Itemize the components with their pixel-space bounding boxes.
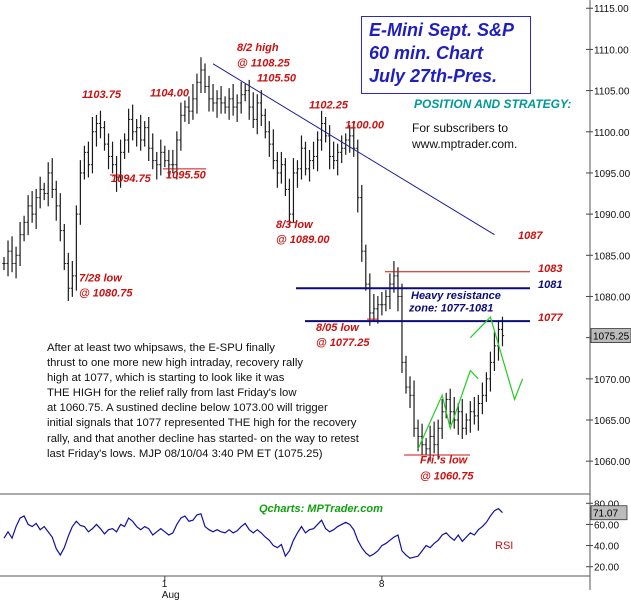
rsi-last-label: 71.07 <box>593 509 618 520</box>
annotation-label: @ 1080.75 <box>79 287 133 299</box>
chart-title-line-1: E-Mini Sept. S&P <box>369 20 515 40</box>
annotation-label: 1094.75 <box>111 173 152 185</box>
source-label: Qcharts: MPTrader.com <box>259 503 383 515</box>
annotation-label: @ 1108.25 <box>237 58 291 70</box>
commentary-line: thrust to one more new high intraday, re… <box>47 357 303 370</box>
annotation-label: 8/05 low <box>316 322 360 334</box>
commentary-line: high at 1077, which is starting to look … <box>47 372 285 385</box>
x-tick-label: 1 <box>162 579 168 590</box>
wave-path <box>417 369 479 450</box>
commentary-line: THE HIGH for the relief rally from last … <box>47 387 297 400</box>
annotation-label: 1087 <box>518 230 543 242</box>
projection-path <box>469 315 524 402</box>
subscriber-line-2: www.mptrader.com. <box>412 137 518 151</box>
y-tick-label: 1105.00 <box>594 87 630 98</box>
rsi-y-tick-label: 80.00 <box>594 499 619 510</box>
y-tick-label: 1090.00 <box>594 210 631 221</box>
rsi-y-tick-label: 40.00 <box>594 542 619 553</box>
rsi-line <box>3 507 503 559</box>
annotation-label: 1102.25 <box>309 100 349 112</box>
annotation-label: 7/28 low <box>79 273 123 285</box>
last-price-label: 1075.25 <box>593 332 630 343</box>
x-tick-sublabel: Aug <box>162 590 180 601</box>
annotation-label: 8/2 high <box>237 42 279 54</box>
annotation-label: 8/3 low <box>276 219 314 231</box>
annotation-label: @ 1077.25 <box>316 337 370 349</box>
annotation-label: Fri.'s low <box>420 455 469 467</box>
y-tick-label: 1070.00 <box>594 375 631 386</box>
annotation-label: 1100.00 <box>345 119 385 131</box>
y-tick-label: 1085.00 <box>594 251 631 262</box>
annotation-label: @ 1089.00 <box>276 234 330 246</box>
rsi-label: RSI <box>495 540 514 552</box>
annotation-label: 1077 <box>538 312 563 324</box>
chart-title-line-3: July 27th-Pres. <box>369 66 498 86</box>
commentary-line: initial signals that 1077 represented TH… <box>47 417 357 430</box>
annotation-label: Heavy resistance <box>411 290 501 302</box>
y-tick-label: 1110.00 <box>594 45 629 56</box>
y-tick-label: 1065.00 <box>594 416 631 427</box>
commentary-line: at 1060.75. A sustined decline below 107… <box>47 402 328 415</box>
y-tick-label: 1095.00 <box>594 169 631 180</box>
annotation-label: 1105.50 <box>257 73 297 85</box>
annotation-label: 1103.75 <box>82 89 122 101</box>
commentary-line: last Friday's lows. MJP 08/10/04 3:40 PM… <box>47 447 323 460</box>
rsi-last-box <box>590 505 628 521</box>
subscriber-box: For subscribers to www.mptrader.com. <box>406 116 578 176</box>
commentary-line: After at least two whipsaws, the E-SPU f… <box>47 342 275 354</box>
y-tick-label: 1100.00 <box>594 128 630 139</box>
y-tick-label: 1060.00 <box>594 457 631 468</box>
y-tick-label: 1115.00 <box>594 4 629 15</box>
annotation-label: 1083 <box>538 263 562 275</box>
annotation-label: 1081 <box>538 279 562 291</box>
trendline <box>212 63 495 236</box>
rsi-y-tick-label: 20.00 <box>594 563 619 574</box>
subscriber-line-1: For subscribers to <box>412 121 509 135</box>
commentary-text: After at least two whipsaws, the E-SPU f… <box>47 341 407 462</box>
strategy-heading: POSITION AND STRATEGY: <box>414 97 572 111</box>
commentary-line: rally, and that another decline has star… <box>47 432 359 445</box>
chart-title-line-2: 60 min. Chart <box>369 43 484 63</box>
rsi-y-tick-label: 60.00 <box>594 520 619 531</box>
y-tick-label: 1080.00 <box>594 292 631 303</box>
x-tick-label: 8 <box>379 579 385 590</box>
last-price-box <box>590 328 631 343</box>
chart-title-box: E-Mini Sept. S&P 60 min. Chart July 27th… <box>361 16 531 94</box>
annotation-label: @ 1060.75 <box>420 470 474 482</box>
annotation-label: zone: 1077-1081 <box>408 302 493 314</box>
annotation-label: 1095.50 <box>166 170 207 182</box>
annotation-label: 1104.00 <box>150 87 190 99</box>
